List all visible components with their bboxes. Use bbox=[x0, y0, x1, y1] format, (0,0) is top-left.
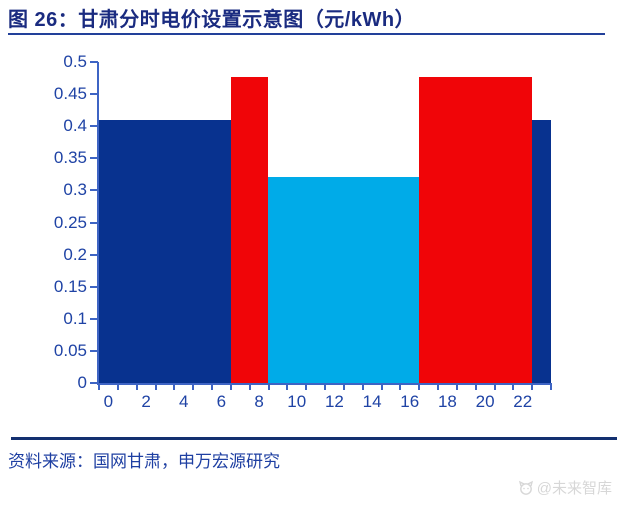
x-axis-tick-13 bbox=[342, 383, 345, 390]
x-axis-tick-22 bbox=[512, 383, 515, 390]
y-axis-tick-0.2 bbox=[90, 253, 98, 256]
source-note: 资料来源：国网甘肃，申万宏源研究 bbox=[8, 452, 280, 471]
footer-divider bbox=[11, 437, 617, 440]
bar-hour-15 bbox=[381, 176, 401, 383]
bar-hour-19 bbox=[456, 76, 476, 383]
bar-hour-4 bbox=[174, 119, 194, 383]
x-axis-tick-16 bbox=[399, 383, 402, 390]
plot-area: 0 0.05 0.1 0.15 0.2 0.25 0.3 0.35 0.4 0.45 0.5 0 2 4 6… bbox=[54, 53, 552, 411]
x-axis-tick-10 bbox=[286, 383, 289, 390]
y-axis-label-0.5: 0.5 bbox=[63, 52, 87, 71]
bar-hour-23 bbox=[532, 119, 551, 383]
bar-hour-22 bbox=[513, 76, 533, 383]
y-axis-label-0.2: 0.2 bbox=[63, 244, 87, 264]
x-axis-tick-24 bbox=[550, 383, 552, 390]
bar-hour-5 bbox=[193, 119, 212, 383]
x-axis-label-12: 12 bbox=[324, 392, 344, 411]
bar-hour-13 bbox=[343, 176, 363, 383]
y-axis-label-0.15: 0.15 bbox=[53, 276, 87, 296]
x-axis-tick-6 bbox=[211, 383, 213, 390]
x-axis-tick-8 bbox=[248, 383, 251, 390]
y-axis-label-0.05: 0.05 bbox=[53, 340, 87, 360]
x-axis-label-18: 18 bbox=[437, 392, 457, 411]
bar-hour-12 bbox=[324, 176, 344, 383]
y-axis-tick-0 bbox=[90, 382, 98, 384]
x-axis-tick-1 bbox=[116, 383, 119, 390]
x-axis-label-22: 22 bbox=[513, 392, 533, 411]
y-axis-tick-0.15 bbox=[90, 285, 98, 288]
bar-hour-11 bbox=[306, 176, 325, 383]
x-axis-label-0: 0 bbox=[103, 392, 114, 411]
y-axis-tick-0.1 bbox=[90, 317, 98, 320]
x-axis-tick-21 bbox=[493, 383, 496, 390]
x-axis-tick-18 bbox=[437, 383, 439, 390]
x-axis-tick-0 bbox=[98, 383, 100, 390]
bars-container bbox=[99, 62, 551, 383]
y-axis-tick-0.4 bbox=[90, 125, 98, 128]
watermark: @未来智库 bbox=[518, 477, 612, 498]
y-axis-label-0.4: 0.4 bbox=[63, 116, 87, 136]
bar-hour-18 bbox=[437, 76, 457, 383]
x-axis-tick-2 bbox=[135, 383, 138, 390]
x-axis-tick-4 bbox=[173, 383, 176, 390]
x-axis-label-8: 8 bbox=[254, 392, 264, 411]
y-axis-tick-0.5 bbox=[90, 61, 98, 63]
y-axis-tick-0.25 bbox=[90, 221, 98, 224]
bar-hour-0 bbox=[99, 119, 118, 383]
bar-hour-16 bbox=[400, 176, 420, 383]
y-axis-label-0.3: 0.3 bbox=[63, 180, 87, 200]
x-axis-tick-12 bbox=[324, 383, 326, 390]
bar-hour-21 bbox=[494, 76, 514, 383]
x-axis-tick-3 bbox=[154, 383, 157, 390]
x-axis-tick-14 bbox=[361, 383, 364, 390]
y-axis-label-0.45: 0.45 bbox=[53, 84, 87, 104]
x-axis-tick-11 bbox=[305, 383, 308, 390]
bar-hour-3 bbox=[155, 119, 175, 383]
y-axis-tick-0.05 bbox=[90, 349, 98, 352]
x-axis-label-10: 10 bbox=[287, 392, 307, 411]
x-axis-tick-9 bbox=[267, 383, 270, 390]
bar-hour-1 bbox=[117, 119, 137, 383]
bar-hour-20 bbox=[475, 76, 495, 383]
y-axis-label-0: 0 bbox=[77, 373, 87, 392]
x-axis-label-2: 2 bbox=[141, 392, 151, 411]
x-axis-tick-17 bbox=[418, 383, 421, 390]
x-axis-label-4: 4 bbox=[179, 392, 189, 411]
x-axis-tick-7 bbox=[229, 383, 232, 390]
y-axis-label-0.1: 0.1 bbox=[63, 308, 87, 328]
x-axis-tick-23 bbox=[531, 383, 534, 390]
y-axis-tick-0.3 bbox=[90, 189, 98, 192]
bar-hour-17 bbox=[419, 76, 438, 383]
x-axis-tick-20 bbox=[474, 383, 477, 390]
y-axis-label-0.25: 0.25 bbox=[53, 212, 87, 232]
x-axis-tick-15 bbox=[380, 383, 383, 390]
x-axis-label-6: 6 bbox=[216, 392, 227, 411]
x-axis-label-14: 14 bbox=[362, 392, 382, 411]
bar-hour-14 bbox=[362, 176, 382, 383]
x-axis-label-20: 20 bbox=[475, 392, 495, 411]
bar-hour-8 bbox=[249, 76, 269, 383]
bar-hour-6 bbox=[211, 119, 231, 383]
y-axis-label-0.35: 0.35 bbox=[53, 148, 87, 168]
y-axis-tick-0.45 bbox=[90, 93, 98, 96]
bar-hour-10 bbox=[287, 176, 307, 383]
figure-title: 图 26：甘肃分时电价设置示意图（元/kWh） bbox=[8, 9, 416, 31]
bar-hour-2 bbox=[136, 119, 156, 383]
bar-hour-7 bbox=[230, 76, 250, 383]
title-underline bbox=[8, 33, 605, 35]
wemedia-logo-icon bbox=[518, 480, 533, 495]
bar-hour-9 bbox=[268, 176, 288, 383]
x-axis-label-16: 16 bbox=[400, 392, 420, 411]
x-axis-tick-19 bbox=[455, 383, 458, 390]
y-axis-tick-0.35 bbox=[90, 157, 98, 160]
watermark-text: @未来智库 bbox=[536, 480, 612, 497]
x-axis-tick-5 bbox=[192, 383, 195, 390]
